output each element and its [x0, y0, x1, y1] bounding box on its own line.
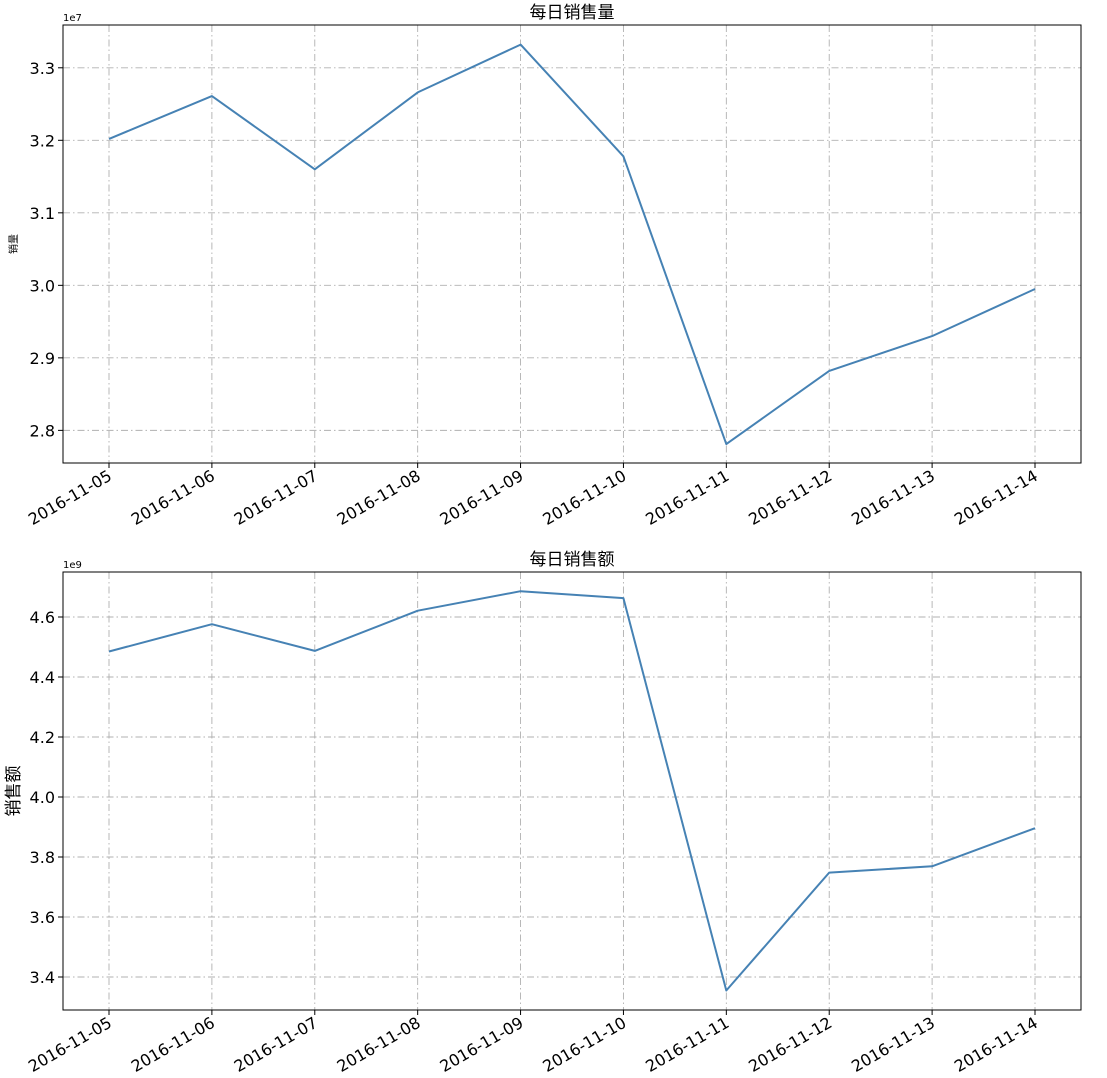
x-tick-label: 2016-11-13	[848, 466, 938, 529]
y-tick-label: 3.3	[30, 59, 55, 78]
daily-sales-volume-chart: 每日销售量 1e7 销量 2.8 2.9 3.0 3.1 3.2 3.3 2016-11-…	[7, 3, 1082, 529]
x-tick-label: 2016-11-12	[745, 1013, 835, 1076]
y-tick-label: 3.2	[30, 131, 55, 150]
chart-title: 每日销售量	[530, 3, 615, 23]
y-axis-label: 销售额	[4, 766, 24, 817]
daily-sales-amount-chart: 每日销售额 1e9 销售额 3.4 3.6 3.8 4.0 4.2 4.4 4.6 2016…	[4, 550, 1082, 1076]
x-tick-label: 2016-11-12	[745, 466, 835, 529]
y-tick-label: 3.8	[30, 848, 55, 867]
x-tick-label: 2016-11-11	[642, 1013, 732, 1076]
x-tick-label: 2016-11-14	[951, 1013, 1041, 1076]
series-line	[108, 43, 1036, 446]
plot-frame	[62, 571, 1082, 1011]
x-tick-label: 2016-11-09	[437, 466, 527, 529]
x-tick-label: 2016-11-09	[437, 1013, 527, 1076]
y-tick-label: 2.8	[30, 421, 55, 440]
x-tick-label: 2016-11-05	[25, 1013, 115, 1076]
y-tick-label: 3.0	[30, 276, 55, 295]
y-axis-label: 销量	[7, 234, 20, 254]
chart-title: 每日销售额	[530, 550, 615, 570]
y-tick-label: 4.2	[30, 728, 55, 747]
y-tick-label: 2.9	[30, 349, 55, 368]
plot-frame	[62, 24, 1082, 464]
y-tick-label: 4.6	[30, 608, 55, 627]
x-tick-label: 2016-11-06	[128, 466, 218, 529]
x-tick-label: 2016-11-11	[642, 466, 732, 529]
x-tick-label: 2016-11-08	[334, 466, 424, 529]
x-tick-label: 2016-11-05	[25, 466, 115, 529]
x-tick-label: 2016-11-06	[128, 1013, 218, 1076]
series-line	[108, 590, 1036, 992]
x-tick-label: 2016-11-08	[334, 1013, 424, 1076]
x-tick-label: 2016-11-10	[539, 1013, 629, 1076]
y-tick-label: 3.4	[30, 968, 55, 987]
y-tick-label: 4.4	[30, 668, 55, 687]
y-tick-label: 3.1	[30, 204, 55, 223]
x-tick-label: 2016-11-07	[231, 1013, 321, 1076]
y-offset-label: 1e7	[63, 13, 82, 24]
y-tick-label: 4.0	[30, 788, 55, 807]
y-offset-label: 1e9	[63, 560, 82, 571]
x-tick-label: 2016-11-07	[231, 466, 321, 529]
x-tick-label: 2016-11-14	[951, 466, 1041, 529]
x-tick-label: 2016-11-13	[848, 1013, 938, 1076]
x-tick-label: 2016-11-10	[539, 466, 629, 529]
y-tick-label: 3.6	[30, 908, 55, 927]
